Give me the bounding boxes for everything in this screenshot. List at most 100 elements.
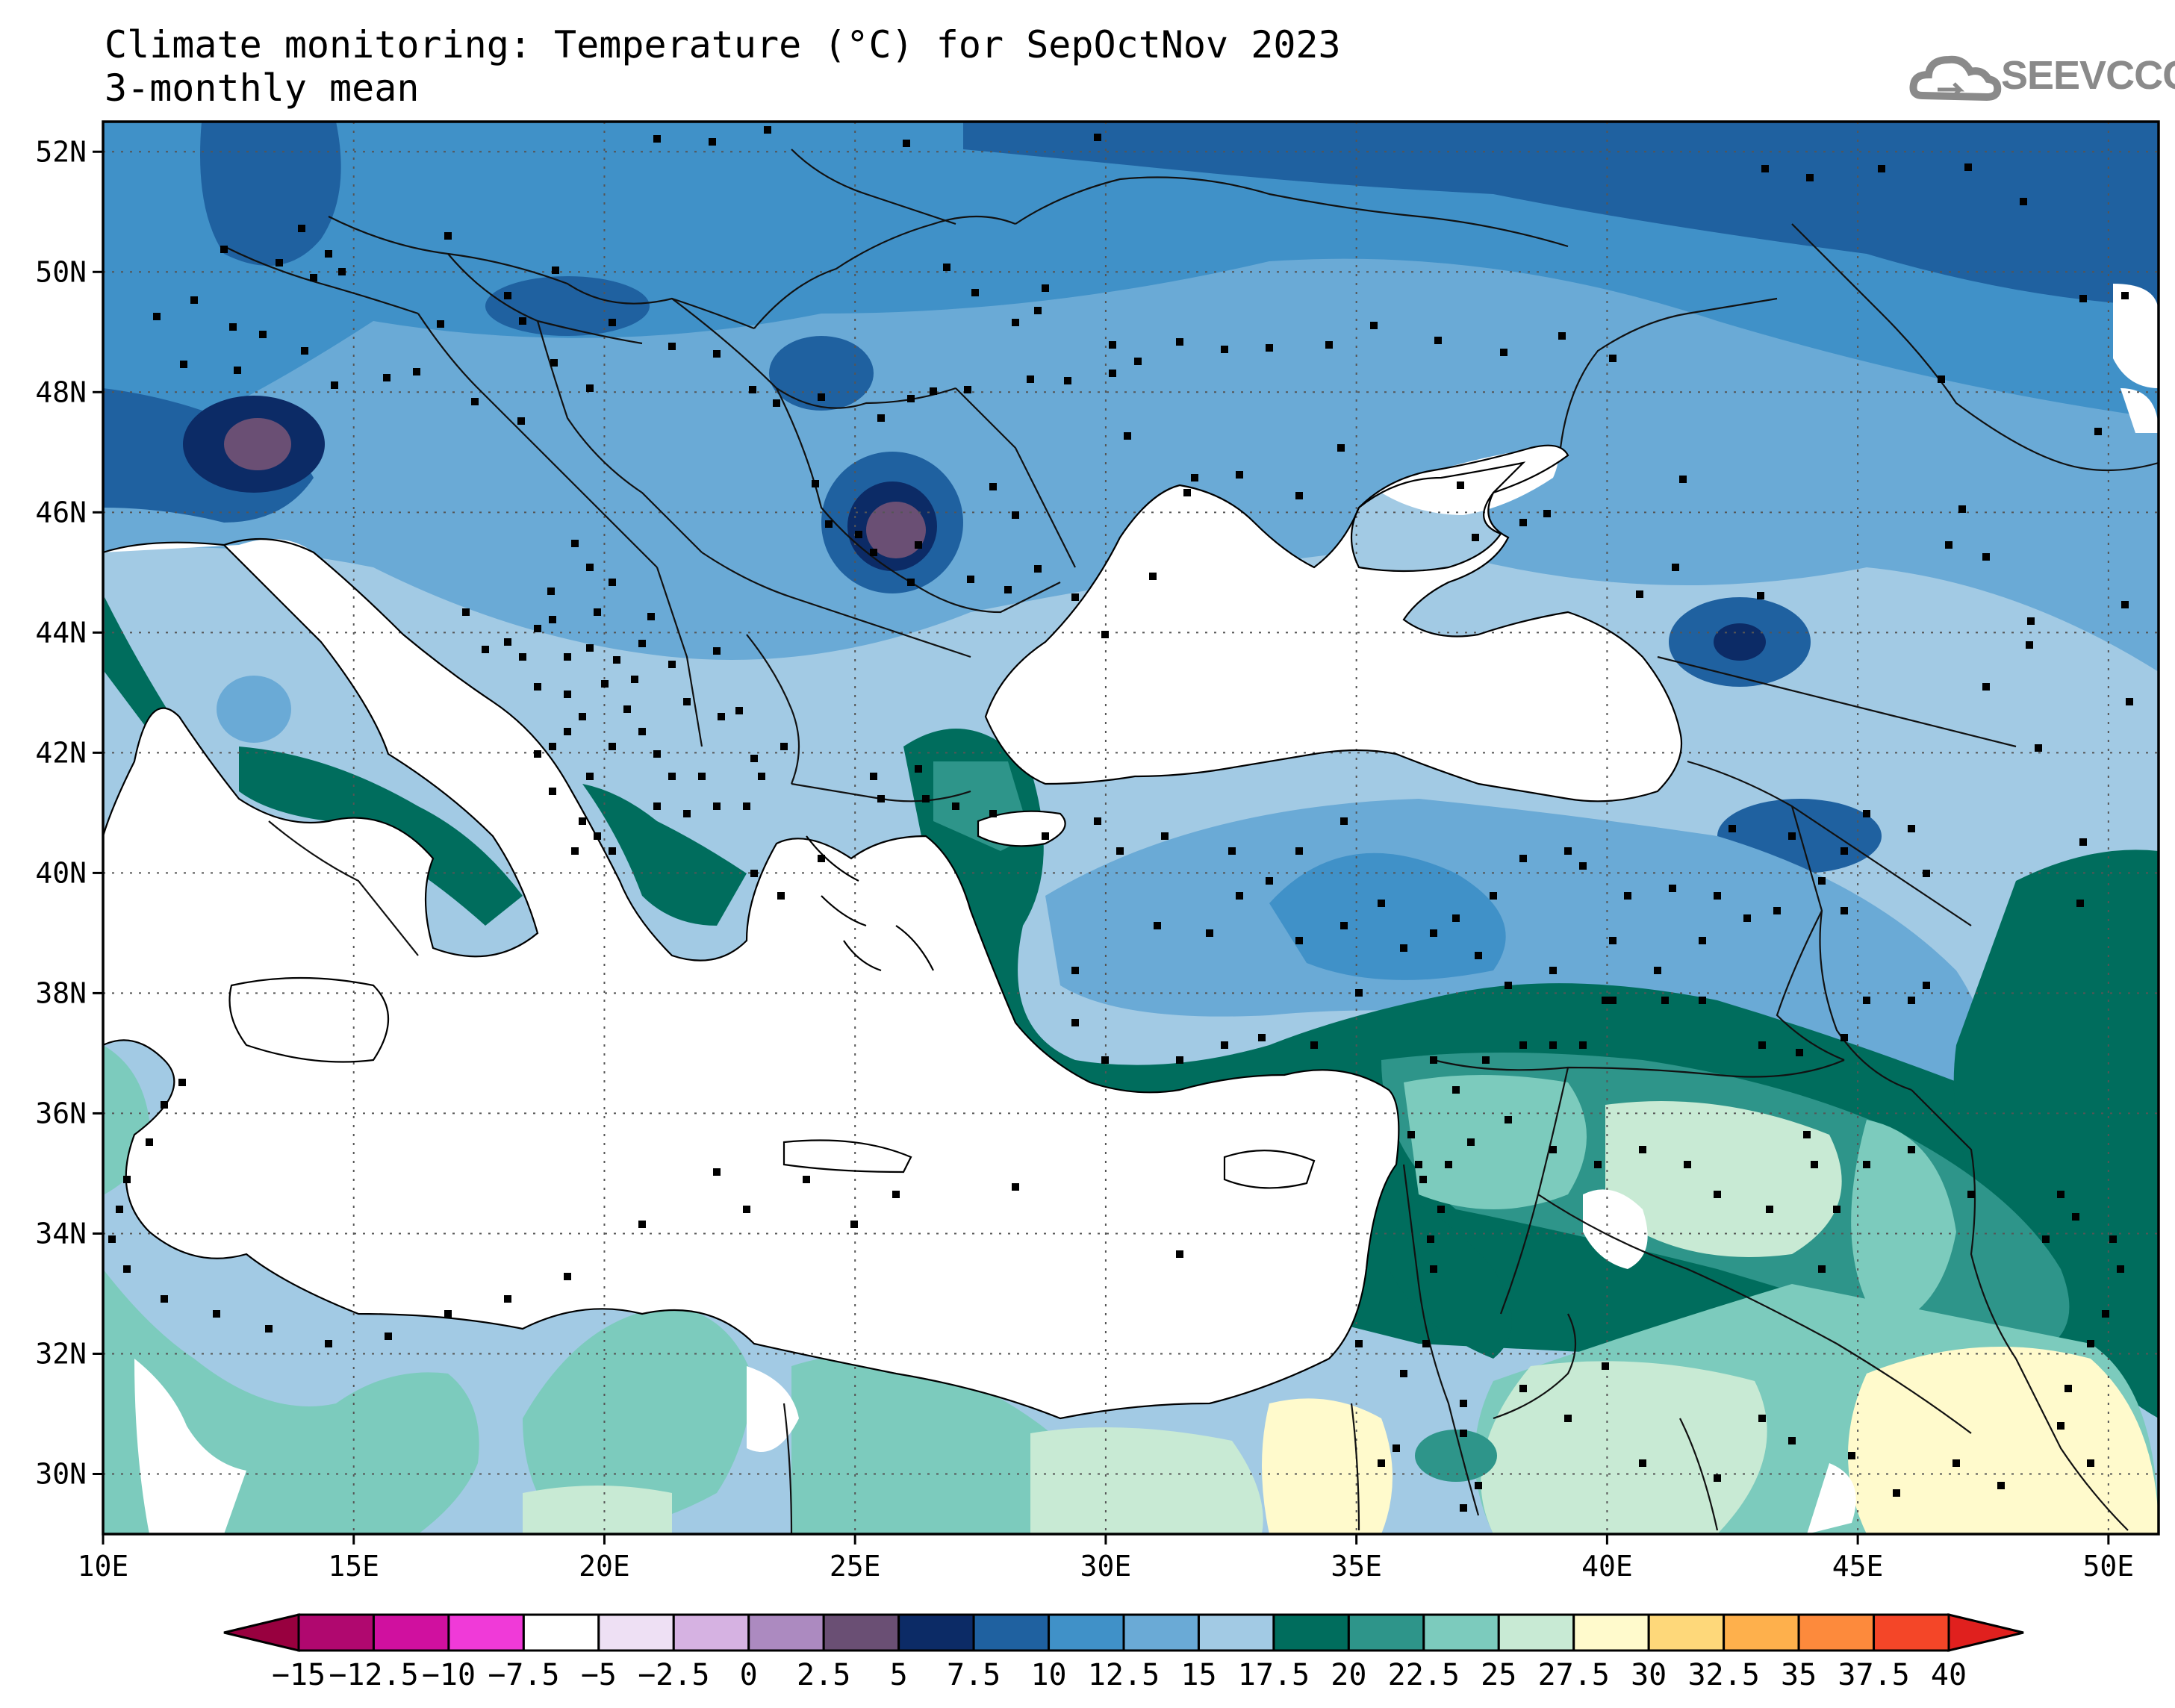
mediterranean-sea [103, 539, 1399, 1418]
lat-tick-label: 36N [35, 1097, 87, 1129]
station-marker [653, 135, 661, 143]
station-marker [1863, 810, 1870, 817]
station-marker [1602, 997, 1609, 1004]
station-marker [1908, 1146, 1915, 1153]
station-marker [519, 653, 526, 661]
map-subtitle: 3-monthly mean [105, 66, 420, 110]
station-marker [579, 713, 586, 720]
station-marker [413, 368, 420, 375]
colorbar-label: 0 [740, 1658, 758, 1692]
station-marker [1452, 914, 1460, 922]
station-marker [1609, 937, 1617, 944]
station-marker [1176, 1250, 1183, 1258]
station-marker [1475, 1482, 1482, 1489]
station-marker [1796, 1049, 1803, 1056]
lon-tick-label: 50E [2083, 1550, 2135, 1583]
station-marker [385, 1333, 392, 1340]
station-marker [1445, 1161, 1452, 1168]
station-marker [1012, 511, 1019, 519]
station-marker [1116, 847, 1124, 855]
station-marker [1997, 1482, 2005, 1489]
station-marker [758, 773, 765, 780]
lat-tick-label: 42N [35, 736, 87, 769]
station-marker [803, 1176, 810, 1183]
station-marker [1149, 573, 1157, 580]
station-marker [2026, 641, 2033, 649]
station-marker [123, 1176, 131, 1183]
colorbar-swatch [1122, 1613, 1200, 1652]
station-marker [444, 1310, 452, 1318]
station-marker [325, 1340, 332, 1347]
colorbar-swatch [522, 1613, 600, 1652]
station-marker [123, 1265, 131, 1273]
colorbar-min-arrow [223, 1613, 300, 1652]
station-marker [594, 832, 601, 840]
colorbar-label: 15 [1180, 1658, 1216, 1692]
station-marker [310, 274, 317, 281]
station-marker [735, 707, 743, 714]
station-marker [989, 483, 997, 490]
station-marker [683, 698, 691, 705]
station-marker [1378, 1459, 1385, 1467]
station-marker [668, 661, 676, 668]
station-marker [1109, 370, 1116, 377]
station-marker [1602, 1362, 1609, 1370]
colorbar-swatch [372, 1613, 450, 1652]
station-marker [504, 292, 511, 299]
station-marker [586, 773, 594, 780]
station-marker [298, 225, 305, 232]
station-marker [571, 847, 579, 855]
station-marker [1221, 1041, 1228, 1049]
station-marker [877, 795, 885, 802]
station-marker [1430, 929, 1437, 937]
station-marker [2057, 1422, 2064, 1430]
station-marker [2072, 1213, 2079, 1221]
coastlines [102, 444, 1683, 1420]
station-marker [915, 765, 922, 773]
station-marker [1027, 375, 1034, 383]
station-marker [594, 608, 601, 616]
station-marker [952, 802, 959, 810]
lon-tick-label: 35E [1331, 1550, 1382, 1583]
station-marker [1340, 922, 1348, 929]
station-marker [1743, 914, 1751, 922]
station-marker [1564, 1415, 1572, 1422]
station-markers [108, 126, 2133, 1512]
station-marker [1505, 1116, 1512, 1123]
station-marker [220, 246, 228, 253]
station-marker [1773, 907, 1781, 914]
station-marker [743, 1206, 750, 1213]
station-marker [718, 713, 725, 720]
station-marker [1964, 163, 1972, 171]
station-marker [1109, 341, 1116, 349]
station-marker [1803, 1131, 1811, 1138]
station-marker [1012, 319, 1019, 326]
station-marker [1811, 1161, 1818, 1168]
station-marker [713, 1168, 721, 1176]
station-marker [1505, 982, 1512, 989]
station-marker [1460, 1430, 1467, 1437]
colorbar-swatch [897, 1613, 975, 1652]
colorbar-swatch [972, 1613, 1051, 1652]
station-marker [1183, 489, 1191, 496]
station-marker [1221, 346, 1228, 353]
station-marker [180, 361, 187, 368]
station-marker [2094, 428, 2102, 435]
lat-tick-label: 38N [35, 976, 87, 1009]
cloud-icon [1909, 55, 2002, 102]
station-marker [1482, 1056, 1490, 1064]
station-marker [698, 773, 706, 780]
station-marker [549, 616, 556, 623]
station-marker [161, 1101, 168, 1109]
station-marker [1549, 1146, 1557, 1153]
station-marker [2109, 1235, 2117, 1243]
station-marker [1337, 444, 1345, 452]
station-marker [1134, 358, 1142, 365]
latitude-axis: 52N 50N 48N 46N 44N 42N 40N 38N 36N 34N 32N 30N [35, 135, 103, 1490]
colorbar-swatch [1647, 1613, 1726, 1652]
station-marker [1434, 337, 1442, 344]
station-marker [870, 773, 877, 780]
station-marker [552, 267, 559, 274]
colorbar-label: −2.5 [638, 1658, 709, 1692]
colorbar-label: 25 [1481, 1658, 1516, 1692]
